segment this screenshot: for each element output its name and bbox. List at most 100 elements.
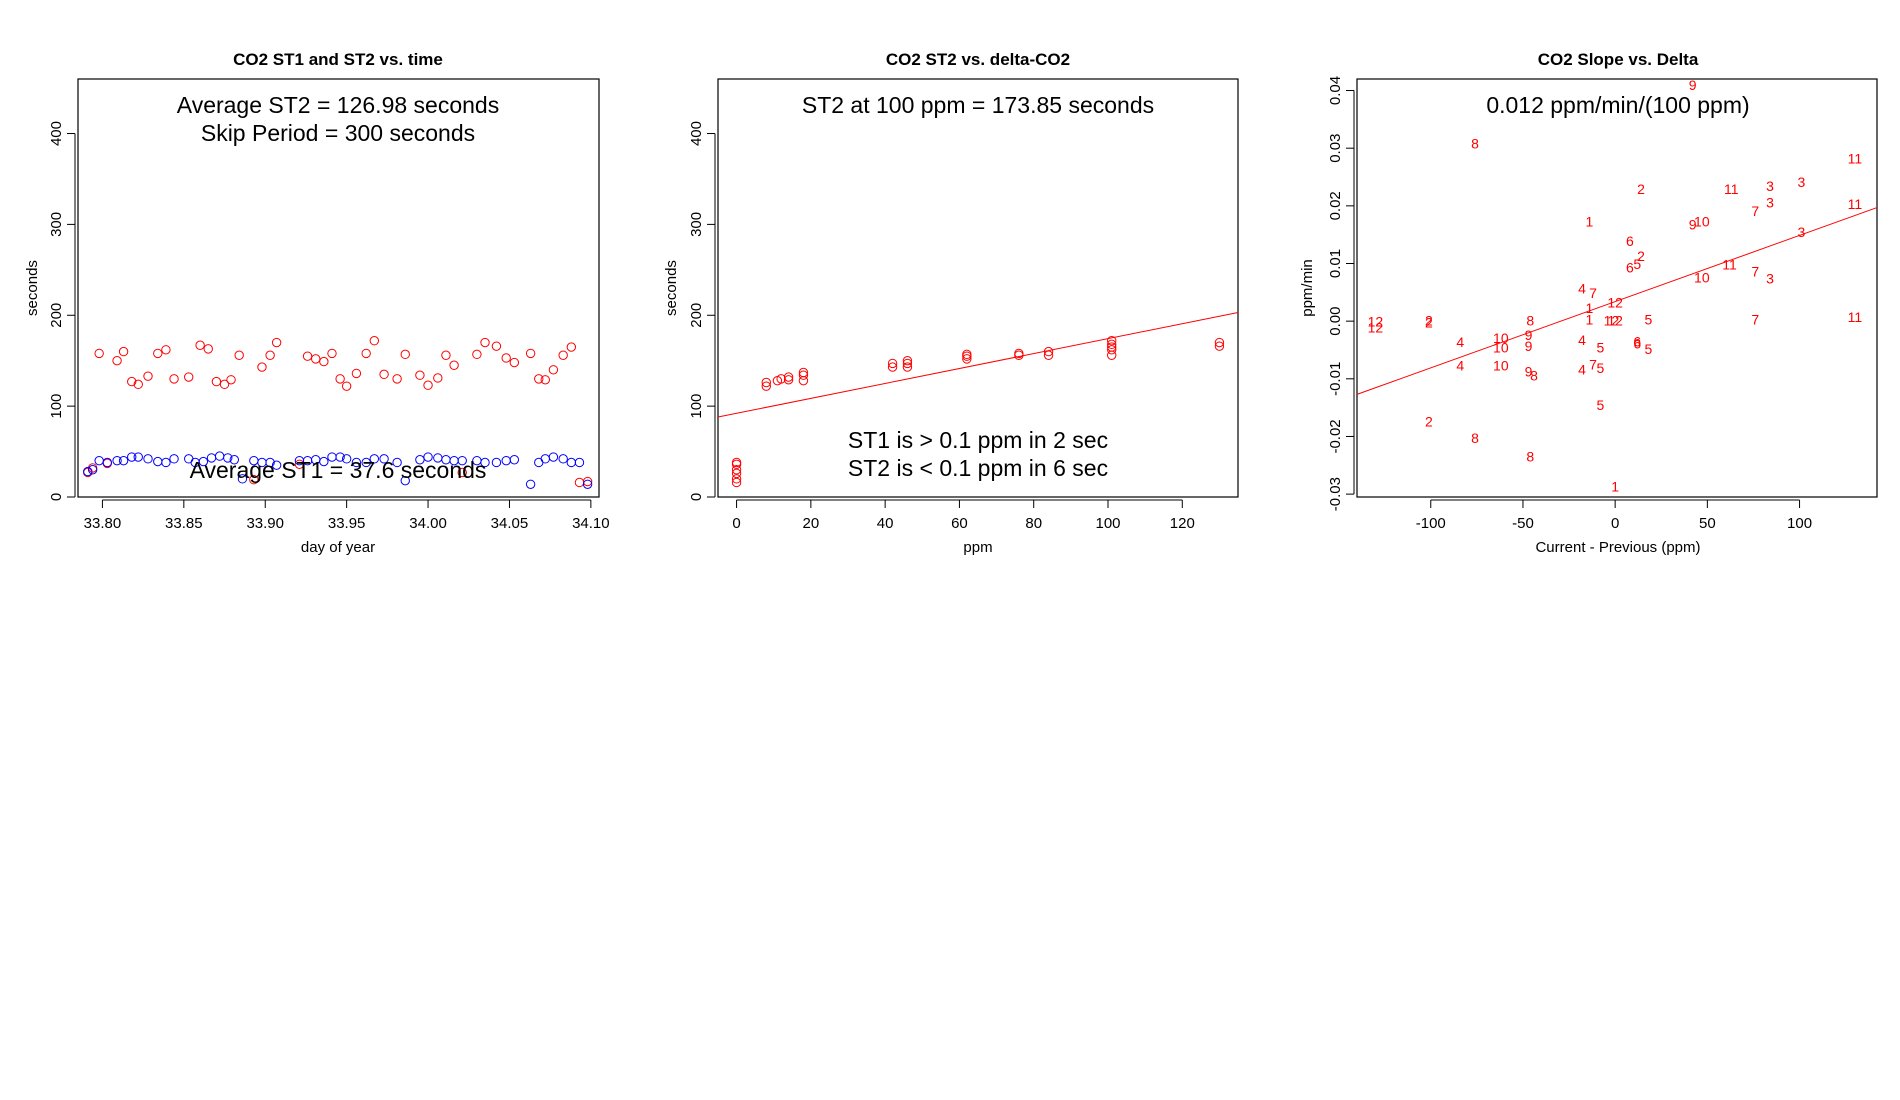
x-tick-label: -100	[1416, 515, 1446, 532]
data-point-st2	[1214, 337, 1225, 348]
data-point-st2	[294, 459, 305, 469]
y-tick-label: 300	[688, 212, 705, 237]
data-point-label: 2	[1637, 248, 1645, 264]
data-point-st2	[783, 372, 794, 382]
data-point-label: 5	[1644, 341, 1652, 357]
y-tick-label: 300	[48, 212, 65, 237]
x-tick-label: 80	[1025, 515, 1042, 532]
data-point-st2	[902, 362, 913, 372]
panel-2-plot-frame	[717, 78, 1239, 498]
data-point-st1	[133, 452, 143, 462]
panel-3-fit-layer	[1356, 207, 1878, 395]
data-point-st1	[491, 457, 502, 468]
data-point-st2	[1043, 346, 1054, 357]
data-point-label: 11	[1722, 257, 1737, 273]
x-tick-label: 33.95	[328, 515, 366, 532]
panel-delta-co2: CO2 ST2 vs. delta-CO2 0 100 200 300 400 0 20 4…	[663, 50, 1239, 556]
panel-2-annotation-st2-sec: ST2 is < 0.1 ppm in 6 sec	[848, 455, 1108, 481]
data-point-label: 4	[1578, 332, 1586, 348]
data-point-st2	[962, 349, 972, 360]
data-point-st2	[169, 374, 179, 384]
panel-1-x-axis: 33.80 33.85 33.90 33.95 34.00 34.05 34.10	[84, 499, 610, 532]
data-point-st2	[491, 341, 502, 351]
x-tick-label: 34.00	[409, 515, 447, 532]
data-point-st1	[87, 465, 98, 475]
data-point-st2	[153, 348, 163, 359]
data-point-st2	[761, 381, 771, 391]
data-point-label: 3	[1766, 194, 1774, 210]
data-point-st1	[102, 457, 113, 468]
x-tick-label: 40	[877, 515, 894, 532]
data-point-st2	[415, 370, 425, 380]
data-point-st2	[341, 381, 352, 391]
data-point-st2	[731, 468, 742, 479]
panel-2-marks	[731, 336, 1225, 488]
data-point-st1	[127, 452, 137, 462]
panel-1-annotation-avg-st2: Average ST2 = 126.98 seconds	[177, 92, 499, 118]
data-point-st1	[223, 453, 233, 463]
data-point-st2	[184, 372, 194, 382]
panel-3-y-label: ppm/min	[1299, 259, 1316, 317]
data-point-st2	[112, 355, 122, 366]
data-point-label: 8	[1526, 449, 1534, 465]
x-tick-label: 34.10	[572, 515, 610, 532]
panel-1-y-axis: 0 100 200 300 400	[48, 121, 76, 501]
x-tick-label: -50	[1512, 515, 1534, 532]
data-point-st2	[327, 348, 337, 359]
panel-time-series: CO2 ST1 and ST2 vs. time 0 100 200 300 400 3…	[24, 50, 610, 556]
data-point-label: 11	[1724, 181, 1739, 197]
data-point-st1	[319, 456, 329, 467]
data-point-label: 1	[1611, 479, 1619, 495]
data-point-st1	[143, 454, 153, 464]
data-point-label: 10	[1493, 340, 1509, 356]
data-point-st2	[1014, 348, 1024, 359]
panel-3-annotation-slope: 0.012 ppm/min/(100 ppm)	[1486, 92, 1749, 118]
data-point-st2	[423, 380, 433, 390]
data-point-st2	[731, 457, 742, 468]
data-point-label: 9	[1525, 327, 1533, 343]
data-point-st1	[237, 474, 248, 484]
data-point-st2	[457, 467, 467, 478]
panel-2-title: CO2 ST2 vs. delta-CO2	[886, 50, 1070, 69]
data-point-st1	[457, 455, 467, 466]
panel-2-y-label: seconds	[663, 260, 680, 316]
data-point-label: 7	[1589, 285, 1597, 301]
data-point-label: 12	[1368, 314, 1384, 330]
data-point-label: 11	[1848, 309, 1863, 325]
data-point-label: 1	[1585, 300, 1593, 316]
data-point-st1	[361, 457, 371, 468]
data-point-st2	[400, 349, 410, 360]
data-point-st2	[379, 369, 389, 380]
data-point-label: 6	[1633, 333, 1641, 349]
x-tick-label: 100	[1787, 515, 1812, 532]
data-point-st2	[1214, 341, 1225, 351]
data-point-st2	[449, 360, 459, 370]
data-point-st2	[776, 374, 786, 384]
data-point-st2	[118, 346, 129, 357]
data-point-st2	[392, 374, 402, 384]
data-point-label: 6	[1633, 336, 1641, 352]
data-point-label: 5	[1597, 340, 1605, 356]
data-point-st1	[198, 456, 209, 467]
data-point-st2	[525, 348, 536, 359]
data-point-st1	[161, 457, 171, 468]
data-point-st2	[902, 358, 913, 369]
panel-3-y-axis: -0.03 -0.02 -0.01 0.00 0.01 0.02 0.03 0.04	[1327, 76, 1355, 511]
panel-3-x-axis: -100 -50 0 50 100	[1416, 499, 1812, 532]
data-point-st2	[302, 351, 313, 361]
x-tick-label: 33.80	[84, 515, 122, 532]
x-tick-label: 0	[1611, 515, 1619, 532]
data-point-label: 4	[1456, 358, 1464, 374]
y-tick-label: 400	[48, 121, 65, 146]
data-point-st2	[472, 349, 482, 360]
data-point-st1	[83, 466, 93, 477]
panel-slope-delta: CO2 Slope vs. Delta -0.03 -0.02 -0.01 0.00 0…	[1299, 50, 1878, 556]
data-point-label: 11	[1848, 151, 1863, 167]
panel-2-y-axis: 0 100 200 300 400	[688, 121, 716, 501]
x-tick-label: 33.85	[165, 515, 203, 532]
y-tick-label: 0.04	[1327, 76, 1344, 105]
data-point-st1	[582, 479, 593, 489]
data-point-st2	[1107, 336, 1117, 346]
panel-1-annotation-avg-st1: Average ST1 = 37.6 seconds	[190, 457, 487, 483]
